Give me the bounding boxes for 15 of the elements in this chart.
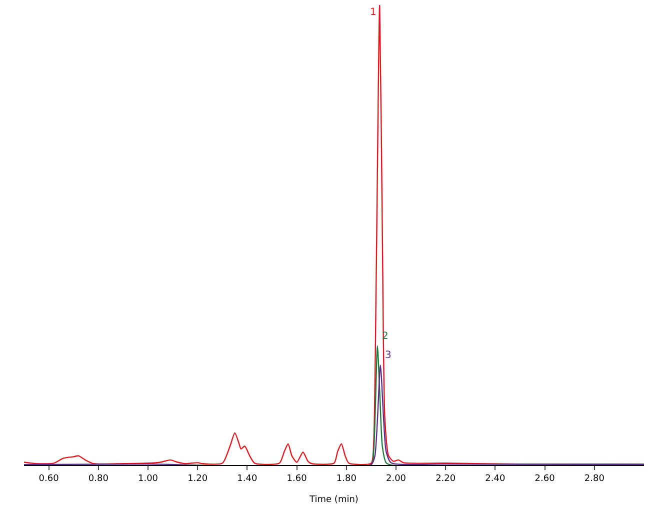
x-tick-label: 2.20 bbox=[436, 474, 456, 484]
x-tick-label: 2.60 bbox=[534, 474, 556, 484]
annotation: 1 bbox=[370, 7, 376, 18]
x-tick-label: 1.60 bbox=[286, 474, 308, 484]
x-axis-title: Time (min) bbox=[308, 495, 358, 505]
x-tick-label: 0.80 bbox=[88, 474, 109, 484]
x-tick-label: 2.00 bbox=[386, 474, 406, 484]
x-tick-label: 1.20 bbox=[188, 474, 208, 484]
x-tick-label: 0.60 bbox=[38, 474, 60, 484]
x-tick-label: 2.80 bbox=[584, 474, 605, 484]
x-tick-label: 1.00 bbox=[138, 474, 158, 484]
annotation: 3 bbox=[385, 350, 392, 361]
x-tick-label: 2.40 bbox=[485, 474, 506, 484]
x-tick-label: 1.40 bbox=[237, 474, 258, 484]
x-tick-label: 1.80 bbox=[336, 474, 357, 484]
